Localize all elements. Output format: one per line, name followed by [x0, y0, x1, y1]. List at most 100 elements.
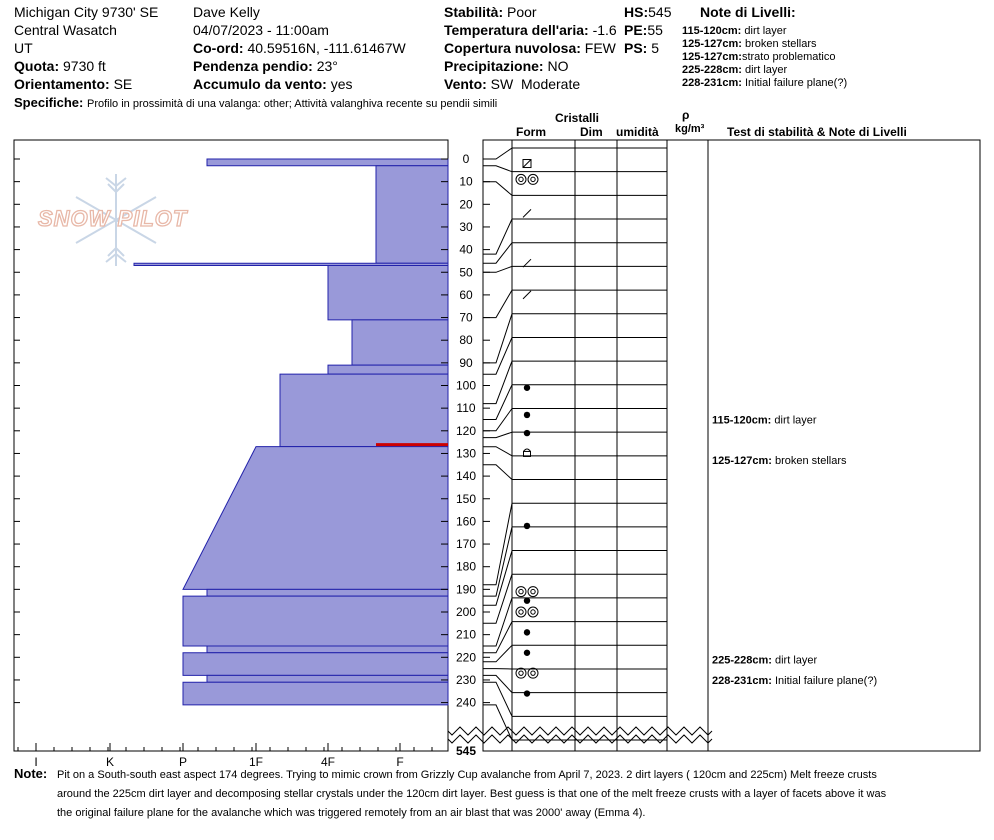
column-header-stability-tests: Test di stabilità & Note di Livelli — [727, 125, 907, 139]
precipitation-particles-icon — [523, 597, 531, 604]
stability: Stabilità: Poor — [444, 4, 537, 20]
stability-note: 125-127cm: broken stellars — [712, 455, 847, 467]
layer-connector — [483, 446, 513, 457]
melt-forms-rounded-icon — [522, 159, 532, 169]
hardness-layer — [182, 681, 449, 706]
layer-connector — [483, 289, 513, 319]
layer-connector — [483, 337, 513, 375]
specifics: Specifiche: Profilo in prossimità di una… — [14, 95, 498, 110]
depth-tick-label: 210 — [456, 628, 476, 642]
hardness-layer — [327, 364, 449, 375]
decomposing-icon — [522, 290, 532, 300]
layer-connector — [483, 681, 513, 717]
layer-connector — [483, 384, 513, 420]
layer-note-item: 115-120cm: dirt layer — [682, 25, 787, 37]
note-line: Pit on a South-south east aspect 174 deg… — [57, 769, 877, 781]
column-header-density-unit: kg/m³ — [675, 123, 705, 135]
hardness-tick-label: P — [179, 755, 187, 769]
layer-note-item: 125-127cm:strato problematico — [682, 51, 836, 63]
precipitation-particles-icon — [523, 629, 531, 636]
layer-connector — [483, 147, 513, 160]
datetime: 04/07/2023 - 11:00am — [193, 22, 329, 38]
watermark-text: SNOW PILOT — [37, 205, 188, 231]
note-label: Note: — [14, 766, 48, 781]
layer-connector — [483, 597, 513, 647]
layer-connector — [483, 526, 513, 597]
layer-connector — [483, 265, 513, 273]
column-header-density-symbol: ρ — [682, 108, 690, 122]
layer-notes-title: Note di Livelli: — [700, 4, 796, 20]
layer-connector — [483, 360, 513, 405]
layer-connector — [483, 621, 513, 654]
hardness-layer — [206, 588, 449, 597]
layer-connector — [483, 464, 513, 480]
hardness-layer — [279, 373, 449, 448]
depth-tick-label: 130 — [456, 446, 476, 460]
layer-connector — [483, 313, 513, 364]
hardness-layer — [182, 652, 449, 676]
depth-tick-label: 30 — [459, 220, 473, 234]
depth-break-line — [447, 726, 713, 736]
hardness-layer — [182, 446, 449, 590]
depth-tick-label: 230 — [456, 673, 476, 687]
precipitation-particles-icon — [523, 411, 531, 419]
depth-tick-label: 120 — [456, 424, 476, 438]
layer-note-item: 125-127cm: broken stellars — [682, 38, 817, 50]
observer: Dave Kelly — [193, 4, 260, 20]
depth-tick-label: 170 — [456, 537, 476, 551]
depth-tick-label: 20 — [459, 197, 473, 211]
hardness-layer — [375, 165, 449, 264]
layer-connector — [483, 218, 513, 255]
hardness-tick-label: 4F — [321, 755, 335, 769]
location: Michigan City 9730' SE — [14, 4, 159, 20]
slope-angle: Pendenza pendio: 23° — [193, 58, 338, 74]
depth-tick-label: 110 — [456, 401, 475, 415]
depth-tick-label: 10 — [459, 175, 473, 189]
precipitation-particles-icon — [523, 649, 531, 656]
stability-note: 225-228cm: dirt layer — [712, 655, 818, 667]
depth-tick-label: 70 — [459, 311, 473, 325]
layer-connector — [483, 674, 513, 693]
layer-connector — [483, 242, 513, 264]
precipitation-particles-icon — [523, 429, 531, 437]
cloud-cover: Copertura nuvolosa: FEW — [444, 40, 616, 56]
depth-tick-label: 140 — [456, 469, 476, 483]
hardness-tick-label: 1F — [249, 755, 263, 769]
melt-freeze-icon — [515, 586, 539, 598]
layer-connector — [483, 574, 513, 624]
depth-tick-label: 100 — [456, 379, 476, 393]
grain-table-frame — [482, 139, 981, 752]
wind: Vento: SW Moderate — [444, 76, 581, 92]
note-line: the original failure plane for the avala… — [57, 807, 646, 819]
stability-note: 115-120cm: dirt layer — [712, 414, 817, 426]
depth-tick-label: 40 — [459, 243, 473, 257]
depth-tick-label: 200 — [456, 605, 476, 619]
snow-height: HS:545 — [624, 4, 672, 20]
note-line: around the 225cm dirt layer and decompos… — [57, 788, 887, 800]
depth-tick-label: 50 — [459, 265, 473, 279]
melt-freeze-icon — [515, 667, 539, 679]
aspect: Orientamento: SE — [14, 76, 133, 92]
precipitation-particles-icon — [523, 384, 531, 391]
precipitation: Precipitazione: NO — [444, 58, 569, 74]
melt-freeze-icon — [515, 173, 539, 185]
hardness-tick-label: F — [396, 755, 403, 769]
hardness-layer — [206, 674, 449, 683]
column-header-form: Form — [516, 125, 546, 139]
layer-connector — [483, 165, 513, 173]
snowpilot-logo: SNOW PILOT — [36, 170, 196, 270]
layer-connector — [483, 503, 513, 586]
depth-tick-label: 240 — [456, 696, 476, 710]
melt-freeze-icon — [515, 606, 539, 618]
depth-tick-label: 180 — [456, 560, 476, 574]
depth-break-line — [447, 734, 713, 744]
elevation: Quota: 9730 ft — [14, 58, 106, 74]
pit-depth: PE:55 — [624, 22, 663, 38]
depth-tick-label: 190 — [456, 582, 476, 596]
layer-connector — [483, 550, 513, 606]
total-depth-label: 545 — [456, 744, 476, 758]
column-header-size: Dim — [580, 125, 603, 139]
depth-tick-label: 150 — [456, 492, 476, 506]
air-temperature: Temperatura dell'aria: -1.6 — [444, 22, 617, 38]
hardness-tick-label: K — [106, 755, 114, 769]
